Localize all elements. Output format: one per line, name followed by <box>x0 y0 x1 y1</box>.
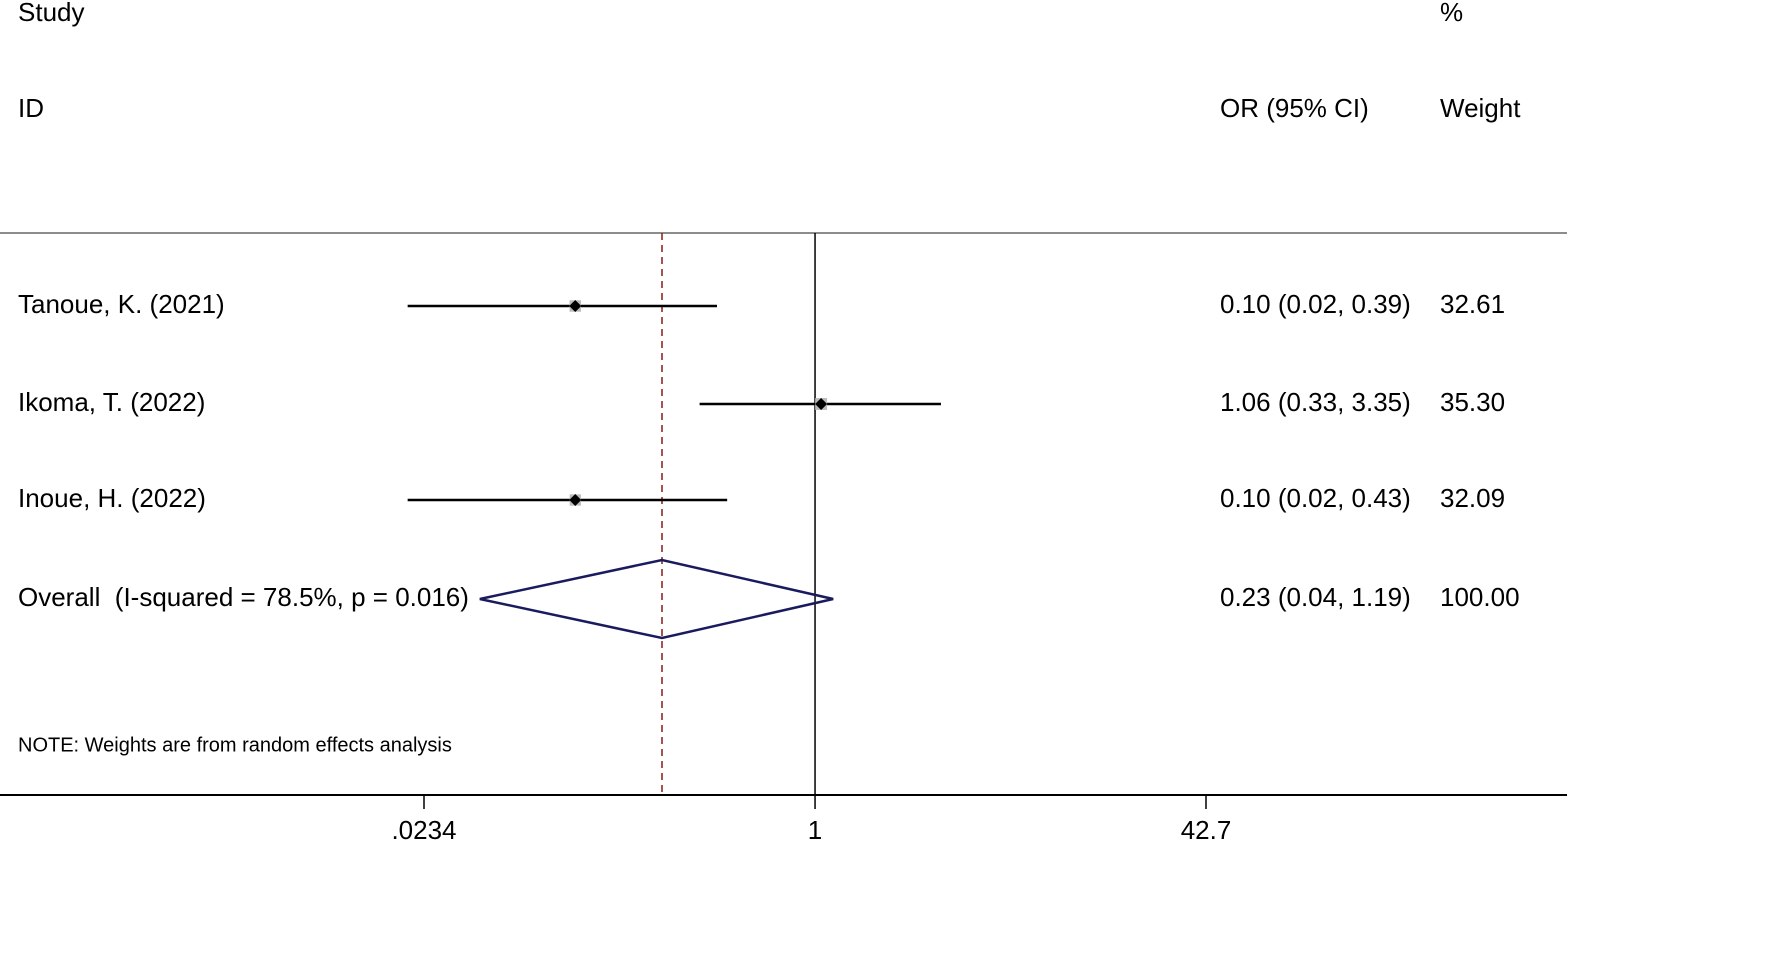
header-study: Study <box>18 0 85 27</box>
x-tick-label: .0234 <box>391 815 456 845</box>
header-pct: % <box>1440 0 1463 27</box>
point-estimate <box>815 398 828 410</box>
weight-label: 35.30 <box>1440 387 1505 417</box>
study-label: Tanoue, K. (2021) <box>18 289 225 319</box>
x-tick-label: 1 <box>808 815 822 845</box>
effect-label: 0.10 (0.02, 0.39) <box>1220 289 1411 319</box>
header-effect: OR (95% CI) <box>1220 93 1369 123</box>
point-estimate <box>569 300 582 312</box>
overall-diamond <box>479 558 834 640</box>
note: NOTE: Weights are from random effects an… <box>18 734 452 756</box>
weight-label: 32.09 <box>1440 483 1505 513</box>
overall-weight-label: 100.00 <box>1440 582 1520 612</box>
study-label: Inoue, H. (2022) <box>18 483 206 513</box>
weight-label: 32.61 <box>1440 289 1505 319</box>
effect-label: 0.10 (0.02, 0.43) <box>1220 483 1411 513</box>
x-tick-label: 42.7 <box>1181 815 1232 845</box>
point-estimate <box>569 494 582 506</box>
study-label: Ikoma, T. (2022) <box>18 387 205 417</box>
overall-label: Overall (I-squared = 78.5%, p = 0.016) <box>18 582 469 612</box>
header-id: ID <box>18 93 44 123</box>
header-weight: Weight <box>1440 93 1521 123</box>
effect-label: 1.06 (0.33, 3.35) <box>1220 387 1411 417</box>
overall-effect-label: 0.23 (0.04, 1.19) <box>1220 582 1411 612</box>
